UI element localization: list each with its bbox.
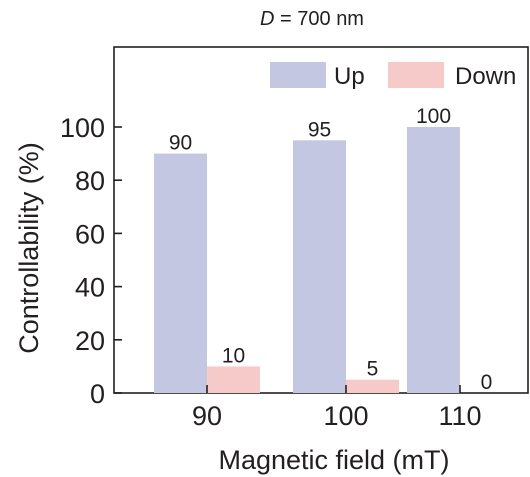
data-label-up-110: 100 [416,105,451,128]
x-axis-label: Magnetic field (mT) [218,445,449,475]
legend-label-down: Down [455,63,516,90]
x-tick-label-110: 110 [438,401,481,431]
y-tick-label-100: 100 [60,113,105,143]
x-tick-label-100: 100 [323,401,368,431]
y-axis-label: Controllability (%) [14,142,44,354]
bar-down-100 [346,379,399,393]
y-tick-label-40: 40 [75,273,105,303]
y-tick-label-20: 20 [75,326,105,356]
x-tick-label-90: 90 [192,401,222,431]
y-tick-label-60: 60 [75,219,105,249]
title-rest: = 700 nm [274,8,364,30]
title-italic-part: D [260,8,274,30]
chart-title: D = 700 nm [260,8,364,30]
data-label-up-100: 95 [308,118,331,141]
bar-up-110 [407,127,460,393]
legend-label-up: Up [334,63,365,90]
bar-down-90 [207,366,260,393]
legend-swatch-up [270,62,326,88]
data-label-down-90: 10 [222,344,245,367]
bar-up-100 [293,140,346,393]
bar-up-90 [154,153,207,393]
y-tick-label-80: 80 [75,166,105,196]
legend-swatch-down [388,62,444,88]
data-label-down-110: 0 [481,371,493,394]
data-label-up-90: 90 [169,132,192,155]
data-label-down-100: 5 [367,358,379,381]
y-tick-label-0: 0 [90,379,105,409]
